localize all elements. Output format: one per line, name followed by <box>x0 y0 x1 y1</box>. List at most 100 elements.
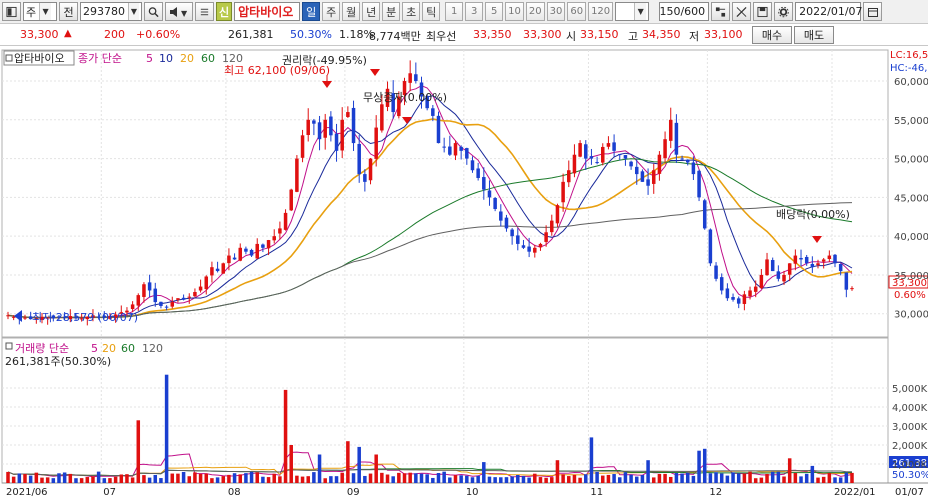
volume-bar <box>436 473 441 483</box>
interval-1[interactable]: 1 <box>445 2 464 21</box>
period-year[interactable]: 년 <box>362 2 381 21</box>
volume-bar <box>113 476 118 483</box>
calendar-icon[interactable] <box>863 2 883 21</box>
stock-chart[interactable]: 압타바이오 종가 단순 5 10 20 60 120 권리락(-49.95%) … <box>0 47 928 499</box>
candle-body <box>176 298 180 300</box>
volume-bar <box>493 477 497 483</box>
best-quote-label: 최우선 <box>426 30 457 43</box>
volume-bar <box>601 475 605 483</box>
legend-stock-name: 압타바이오 <box>14 52 65 65</box>
candle-body <box>436 115 441 144</box>
volume-bar <box>397 472 401 483</box>
count-input[interactable]: 150/600 <box>659 2 710 21</box>
volume-bar <box>181 471 186 483</box>
candle-body <box>799 257 803 260</box>
candle-body <box>261 244 265 248</box>
candle-body <box>74 317 78 319</box>
volume-bar <box>34 472 39 483</box>
save-icon[interactable] <box>753 2 773 21</box>
candle-body <box>782 274 786 282</box>
last-price-tag-box <box>888 275 928 289</box>
interval-10[interactable]: 10 <box>505 2 524 21</box>
volume-bar <box>697 450 701 483</box>
market-select[interactable]: 주 ▼ <box>23 2 57 21</box>
candle-body <box>380 104 384 131</box>
volume-legend: 거래량 단순 5 20 60 120 261,381주(50.30%) <box>5 342 163 368</box>
chevron-down-icon: ▼ <box>128 3 139 20</box>
candle-body <box>578 143 582 157</box>
candle-body <box>765 259 769 276</box>
candle-body <box>816 263 820 266</box>
candle-body <box>629 161 633 167</box>
interval-20[interactable]: 20 <box>525 2 545 21</box>
speaker-icon[interactable]: ▼ <box>165 2 193 21</box>
volume-bar <box>827 472 832 483</box>
interval-3[interactable]: 3 <box>465 2 484 21</box>
candle-body <box>736 298 741 304</box>
volume-bar <box>776 471 781 483</box>
period-second[interactable]: 초 <box>402 2 421 21</box>
ma120-line <box>7 202 853 319</box>
low-annotation: 최저 28,579 (06/07) <box>32 311 138 324</box>
chart-area[interactable]: 압타바이오 종가 단순 5 10 20 60 120 권리락(-49.95%) … <box>0 47 928 499</box>
legend-box-icon <box>5 54 13 62</box>
volume-bar <box>159 478 163 483</box>
period-tick[interactable]: 틱 <box>422 2 441 21</box>
candle-body <box>702 200 707 229</box>
chart-tools-icon[interactable] <box>711 2 731 21</box>
gear-icon[interactable] <box>774 2 794 21</box>
code-input[interactable]: 293780 ▼ <box>80 2 142 21</box>
candle-body <box>606 143 611 147</box>
volume-bar <box>465 475 469 483</box>
volume-bar <box>380 472 384 483</box>
interval-60[interactable]: 60 <box>567 2 587 21</box>
price-tick-label: 55,000 <box>894 116 928 127</box>
high-price: 34,350 <box>642 28 681 41</box>
period-minute[interactable]: 분 <box>382 2 401 21</box>
volume-bar <box>329 476 333 483</box>
x-axis-label: 2022/01 <box>834 487 876 498</box>
custom-interval-select[interactable]: ▼ <box>615 2 650 21</box>
period-day[interactable]: 일 <box>302 2 321 21</box>
volume-bar <box>419 473 424 483</box>
search-icon[interactable] <box>144 2 163 21</box>
volume-bar <box>442 471 446 483</box>
stock-list-icon[interactable] <box>195 2 214 21</box>
candle-body <box>329 116 333 136</box>
candle-body <box>11 316 16 318</box>
volume-bar <box>119 474 124 483</box>
candle-body <box>425 95 429 109</box>
candle-body <box>238 247 242 261</box>
type-button[interactable]: 전 <box>59 2 78 21</box>
interval-5[interactable]: 5 <box>485 2 504 21</box>
volume-bar <box>176 473 180 483</box>
candle-body <box>187 296 192 298</box>
volume-bar <box>312 472 316 483</box>
candle-body <box>584 144 588 159</box>
period-month[interactable]: 월 <box>342 2 361 21</box>
volume-bar <box>850 472 854 483</box>
volume-bar <box>787 458 792 483</box>
volume-bar <box>844 472 849 483</box>
ruler-icon[interactable] <box>732 2 752 21</box>
volume-legend-ma5: 5 <box>91 342 98 355</box>
gridlines <box>2 50 888 483</box>
interval-30[interactable]: 30 <box>546 2 566 21</box>
volume-bar <box>17 473 22 483</box>
candle-body <box>595 162 599 164</box>
volume-bar <box>538 477 543 483</box>
date-input[interactable]: 2022/01/07 <box>795 2 863 21</box>
period-week[interactable]: 주 <box>322 2 341 21</box>
candle-body <box>663 139 667 159</box>
volume-bar <box>782 476 786 483</box>
sell-button[interactable]: 매도 <box>794 26 834 44</box>
buy-button[interactable]: 매수 <box>752 26 792 44</box>
toolbar: 주 ▼ 전 293780 ▼ ▼ 신 압타바이오 일 주 월 년 분 초 틱 1 3… <box>0 0 928 24</box>
low-marker-icon <box>14 310 22 322</box>
panel-icon[interactable] <box>2 2 21 21</box>
volume-bar <box>770 471 775 483</box>
legend-stock-tag[interactable] <box>3 50 75 66</box>
svg-text:▼: ▼ <box>181 9 188 18</box>
volume-bar <box>351 473 356 483</box>
interval-120[interactable]: 120 <box>588 2 614 21</box>
